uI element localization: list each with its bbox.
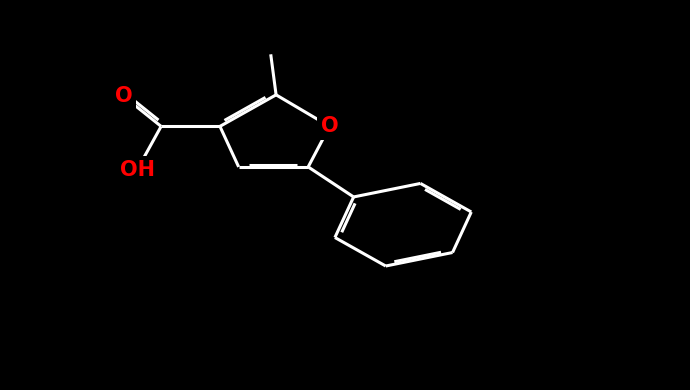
Text: O: O [321,116,338,136]
Text: OH: OH [119,160,155,180]
Text: O: O [115,86,132,106]
